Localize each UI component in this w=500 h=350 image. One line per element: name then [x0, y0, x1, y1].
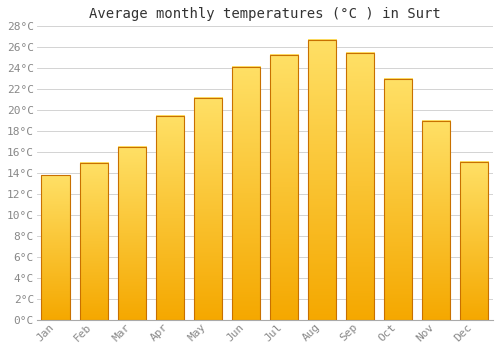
Bar	[232, 67, 260, 320]
Bar	[422, 121, 450, 320]
Bar	[118, 147, 146, 320]
Bar	[42, 175, 70, 320]
Bar	[346, 52, 374, 320]
Bar	[156, 116, 184, 320]
Bar	[80, 163, 108, 320]
Bar	[460, 162, 488, 320]
Bar	[194, 98, 222, 320]
Bar	[308, 40, 336, 320]
Bar	[384, 79, 412, 320]
Title: Average monthly temperatures (°C ) in Surt: Average monthly temperatures (°C ) in Su…	[89, 7, 441, 21]
Bar	[270, 55, 298, 320]
